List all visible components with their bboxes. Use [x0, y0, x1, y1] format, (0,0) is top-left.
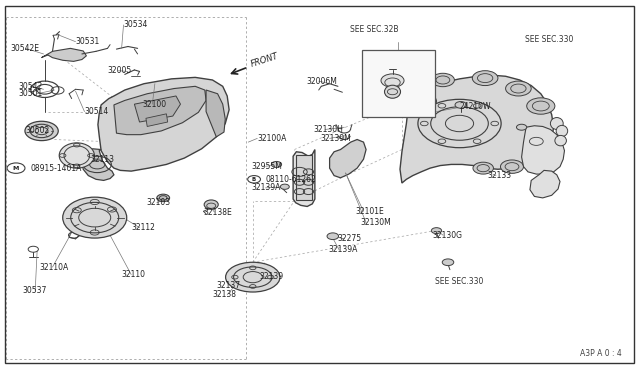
Text: 30531: 30531: [76, 37, 100, 46]
Text: 32133: 32133: [488, 171, 512, 180]
Text: 08915-1401A: 08915-1401A: [31, 164, 82, 173]
Text: 32138E: 32138E: [204, 208, 232, 217]
Text: 30501: 30501: [18, 89, 42, 98]
Circle shape: [500, 160, 524, 173]
Polygon shape: [330, 140, 366, 178]
Text: 32101E: 32101E: [355, 207, 384, 216]
Polygon shape: [530, 170, 560, 198]
Circle shape: [408, 93, 436, 109]
Text: 32275: 32275: [337, 234, 362, 243]
Circle shape: [431, 73, 454, 87]
Bar: [362, 50, 435, 117]
Text: A3P A 0 : 4: A3P A 0 : 4: [580, 349, 622, 358]
Text: 32110: 32110: [122, 270, 146, 279]
Ellipse shape: [59, 143, 95, 168]
Text: M: M: [13, 166, 19, 171]
Circle shape: [431, 228, 442, 234]
Ellipse shape: [555, 135, 566, 146]
Text: 30542: 30542: [18, 82, 42, 91]
Text: 32139M: 32139M: [320, 134, 351, 143]
Polygon shape: [293, 150, 315, 206]
Text: 32139A: 32139A: [252, 183, 281, 192]
Text: 24210W: 24210W: [460, 102, 491, 110]
Circle shape: [455, 102, 467, 108]
Polygon shape: [522, 126, 564, 174]
Text: SEE SEC.330: SEE SEC.330: [435, 278, 484, 286]
Text: 32006M: 32006M: [306, 77, 337, 86]
Text: 32005: 32005: [108, 66, 132, 75]
Circle shape: [525, 135, 548, 148]
Ellipse shape: [63, 197, 127, 238]
Polygon shape: [114, 86, 206, 135]
Text: 30502: 30502: [26, 126, 50, 135]
Text: 32112: 32112: [131, 223, 155, 232]
Circle shape: [381, 74, 404, 87]
Text: 32139A: 32139A: [328, 246, 358, 254]
Polygon shape: [134, 96, 180, 122]
Circle shape: [506, 81, 531, 96]
Text: B: B: [252, 177, 256, 182]
Text: FRONT: FRONT: [250, 52, 280, 70]
Ellipse shape: [25, 121, 58, 141]
Circle shape: [473, 162, 493, 174]
Polygon shape: [400, 75, 554, 183]
Text: 32130M: 32130M: [360, 218, 391, 227]
Text: 30534: 30534: [124, 20, 148, 29]
Polygon shape: [82, 149, 114, 180]
Text: 32137: 32137: [216, 281, 241, 290]
Polygon shape: [42, 48, 86, 61]
Ellipse shape: [550, 118, 563, 129]
Polygon shape: [206, 90, 225, 137]
Text: 32130G: 32130G: [432, 231, 462, 240]
Text: 30514: 30514: [84, 107, 109, 116]
Text: 32100: 32100: [142, 100, 166, 109]
Text: 32110A: 32110A: [40, 263, 69, 272]
Text: 08110-61262: 08110-61262: [266, 175, 316, 184]
Circle shape: [442, 259, 454, 266]
Circle shape: [157, 194, 170, 202]
Polygon shape: [146, 114, 168, 126]
Polygon shape: [296, 155, 312, 200]
Ellipse shape: [556, 125, 568, 137]
Text: 32130H: 32130H: [314, 125, 344, 134]
Polygon shape: [98, 77, 229, 171]
Text: 32100A: 32100A: [257, 134, 287, 143]
Text: 30542E: 30542E: [11, 44, 40, 53]
Text: SEE SEC.330: SEE SEC.330: [525, 35, 573, 44]
Circle shape: [271, 161, 282, 167]
Ellipse shape: [204, 200, 218, 209]
Text: 32138: 32138: [212, 290, 237, 299]
Circle shape: [516, 124, 527, 130]
Ellipse shape: [226, 262, 280, 292]
Circle shape: [327, 233, 339, 240]
Circle shape: [280, 184, 289, 189]
Text: 32955M: 32955M: [252, 162, 282, 171]
Circle shape: [527, 98, 555, 114]
Text: 32139: 32139: [259, 272, 284, 280]
Ellipse shape: [385, 85, 401, 98]
Text: 32113: 32113: [91, 155, 115, 164]
Text: SEE SEC.32B: SEE SEC.32B: [350, 25, 399, 34]
Circle shape: [472, 71, 498, 86]
Text: 30537: 30537: [22, 286, 47, 295]
Text: 32103: 32103: [146, 198, 170, 207]
